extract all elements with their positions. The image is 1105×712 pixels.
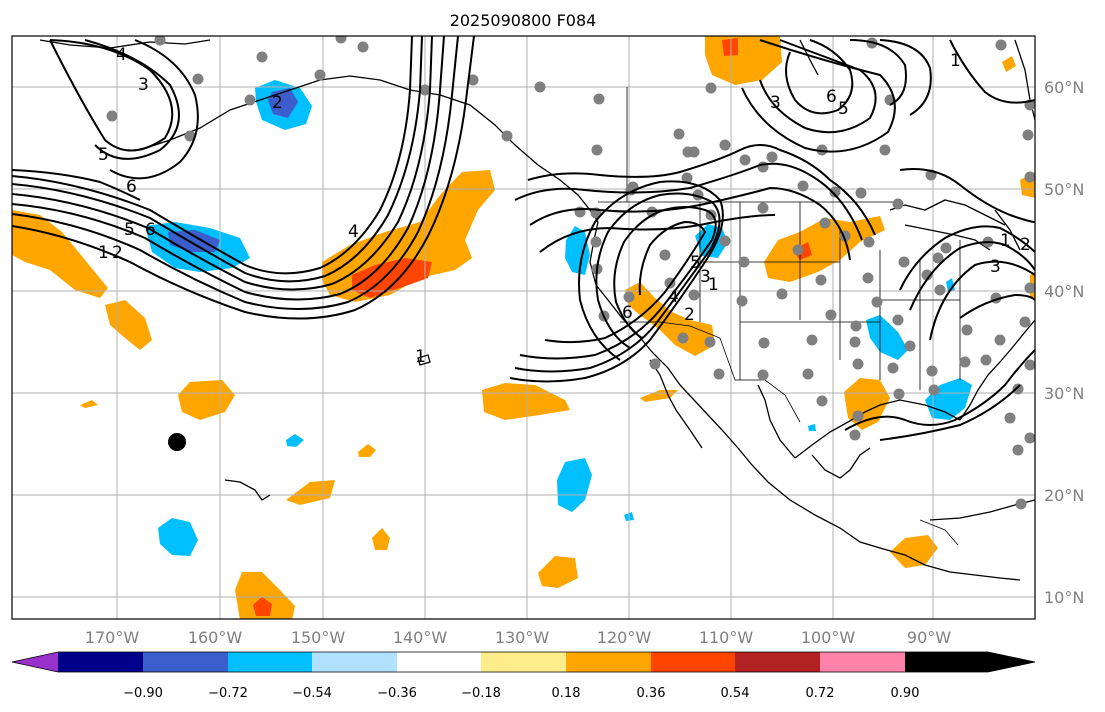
contour-label: 2 [112, 243, 123, 263]
contour-label-layer: 4 3 2 5 6 5 6 1 2 4 1 6 5 4 3 2 1 3 6 5 [98, 45, 1031, 367]
lat-label: 30°N [1044, 384, 1084, 403]
lat-label: 50°N [1044, 180, 1084, 199]
contour-label: 3 [770, 93, 781, 113]
figure-title: 2025090800 F084 [450, 11, 597, 30]
colorbar-tick-label: 0.18 [552, 686, 581, 701]
colorbar-tick-label: −0.18 [461, 686, 501, 701]
colorbar-tick-label: 0.72 [806, 686, 835, 701]
positive-anomaly-region [12, 210, 108, 298]
colorbar-segment [12, 652, 58, 672]
latitude-axis: 60°N 50°N 40°N 30°N 20°N 10°N [1044, 78, 1084, 607]
lat-label: 60°N [1044, 78, 1084, 97]
colorbar-segment [397, 652, 481, 672]
location-marker [168, 433, 186, 451]
lon-label: 140°W [393, 628, 448, 647]
contour-label: 1 [415, 347, 426, 367]
colorbar-segment [735, 652, 820, 672]
contour-label: 5 [124, 220, 135, 240]
contour-label: 2 [684, 305, 695, 325]
positive-anomaly-region [358, 444, 376, 457]
contour-label: 6 [126, 177, 137, 197]
colorbar: −0.90 −0.72 −0.54 −0.36 −0.18 0.18 0.36 … [11, 651, 1036, 701]
negative-anomaly-region [565, 226, 590, 275]
contour-label: 4 [668, 287, 679, 307]
colorbar-segment [905, 652, 1035, 672]
colorbar-segment [228, 652, 312, 672]
colorbar-tick-label: 0.54 [721, 686, 750, 701]
coastlines [39, 39, 1035, 581]
lat-label: 40°N [1044, 282, 1084, 301]
positive-anomaly-region [1002, 56, 1016, 72]
lon-label: 150°W [291, 628, 346, 647]
contour-label: 6 [826, 87, 837, 107]
positive-anomaly-region [764, 216, 885, 282]
negative-anomaly-region [286, 434, 304, 447]
lon-label: 170°W [85, 628, 140, 647]
colorbar-tick-label: −0.36 [377, 686, 417, 701]
longitude-axis: 170°W 160°W 150°W 140°W 130°W 120°W 110°… [85, 628, 951, 647]
contour-label: 6 [145, 220, 156, 240]
positive-anomaly-region [890, 535, 938, 568]
positive-anomaly-region [235, 572, 295, 619]
positive-anomaly-region [722, 38, 738, 56]
colorbar-tick-label: 0.36 [637, 686, 666, 701]
lon-label: 90°W [907, 628, 951, 647]
contour-label: 1 [708, 275, 719, 295]
map-frame [11, 35, 1036, 620]
negative-anomaly-region [557, 458, 592, 512]
contour-label: 1 [1000, 231, 1011, 251]
colorbar-tick-label: 0.90 [891, 686, 920, 701]
lon-label: 100°W [801, 628, 856, 647]
positive-anomaly-region [253, 597, 272, 616]
contour-label: 5 [98, 145, 109, 165]
colorbar-segment [566, 652, 651, 672]
lon-label: 130°W [495, 628, 550, 647]
contour-label: 3 [138, 75, 149, 95]
colorbar-segment [143, 652, 228, 672]
contour-lines [12, 36, 1035, 441]
lat-label: 20°N [1044, 486, 1084, 505]
contour-label: 1 [950, 51, 961, 71]
positive-anomaly-region [80, 400, 98, 408]
contour-label: 2 [272, 93, 283, 113]
colorbar-segment [820, 652, 905, 672]
colorbar-tick-label: −0.90 [123, 686, 163, 701]
contour-label: 3 [700, 267, 711, 287]
colorbar-outline [11, 651, 1036, 673]
positive-anomaly-region [322, 170, 495, 302]
lon-label: 120°W [597, 628, 652, 647]
negative-anomaly-region [158, 518, 198, 556]
positive-anomaly-region [482, 383, 570, 420]
positive-anomaly-region [538, 556, 578, 588]
colorbar-tick-label: −0.72 [208, 686, 248, 701]
negative-anomaly-region [946, 278, 955, 292]
colorbar-segment [58, 652, 143, 672]
contour-label: 5 [690, 253, 701, 273]
political-boundaries [598, 87, 961, 546]
positive-anomaly-region [178, 380, 235, 420]
negative-anomaly-region [808, 424, 816, 431]
contour-label: 5 [838, 99, 849, 119]
colorbar-segment [651, 652, 735, 672]
positive-anomaly-region [625, 282, 715, 356]
contour-label: 4 [116, 45, 127, 65]
contour-label: 1 [98, 243, 109, 263]
colorbar-ticks: −0.90 −0.72 −0.54 −0.36 −0.18 0.18 0.36 … [123, 686, 919, 701]
contour-label: 4 [348, 222, 359, 242]
lon-label: 110°W [699, 628, 754, 647]
contour-label: 3 [990, 257, 1001, 277]
colorbar-segment [481, 652, 566, 672]
contour-label: 2 [1020, 235, 1031, 255]
colorbar-segment [312, 652, 397, 672]
map-panel: 4 3 2 5 6 5 6 1 2 4 1 6 5 4 3 2 1 3 6 5 [11, 35, 1036, 620]
lon-label: 160°W [188, 628, 243, 647]
contour-label: 6 [622, 303, 633, 323]
lat-label: 10°N [1044, 588, 1084, 607]
negative-anomaly-region [866, 315, 908, 360]
graticule [12, 36, 1035, 619]
positive-anomaly-region [372, 528, 390, 550]
colorbar-tick-label: −0.54 [292, 686, 332, 701]
